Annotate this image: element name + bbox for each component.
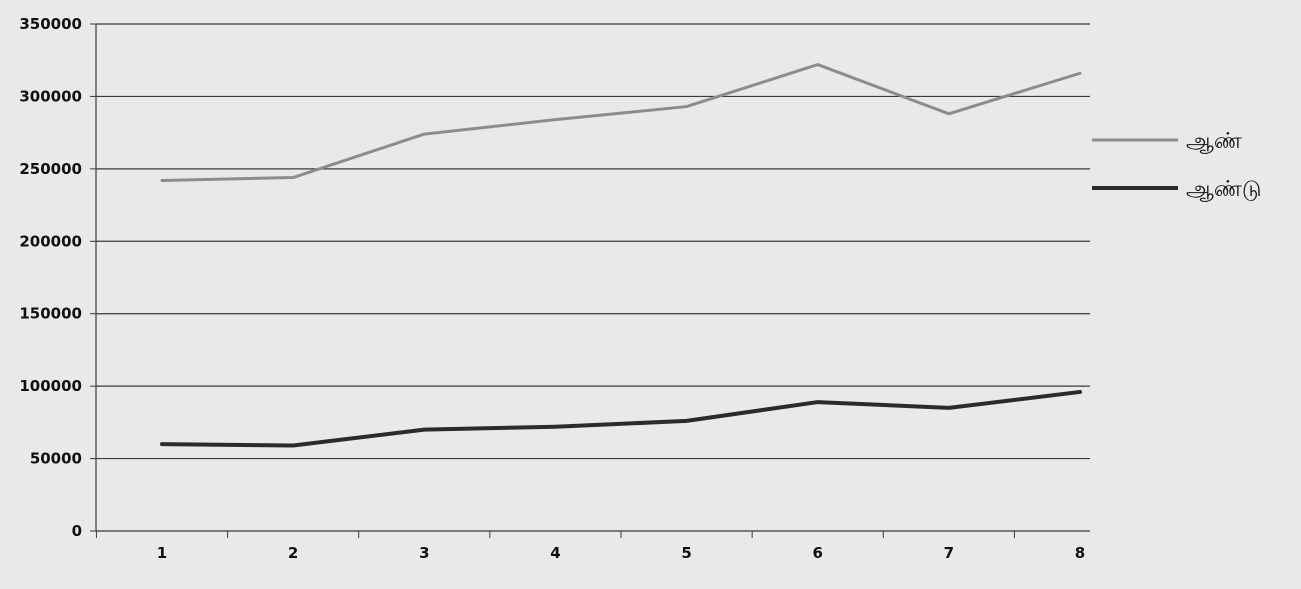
x-tick-label: 5 [681, 544, 691, 562]
y-tick-label: 150000 [19, 305, 82, 323]
legend: ஆண் ஆண்டு [1092, 129, 1261, 202]
x-tick-label: 7 [944, 544, 954, 562]
y-tick-label: 0 [72, 522, 82, 540]
gridlines [96, 23, 1090, 460]
y-tick-label: 200000 [19, 232, 82, 250]
x-tick-label: 8 [1075, 544, 1085, 562]
y-tick-label: 350000 [19, 15, 82, 33]
series-line-1 [160, 63, 1082, 182]
legend-label-1: ஆண் [1186, 129, 1242, 154]
y-tick-label: 50000 [30, 450, 82, 468]
series-line-2 [160, 389, 1082, 448]
axes: 0 50000 100000 150000 200000 250000 300000 3500… [19, 15, 1090, 562]
series-lines [160, 63, 1082, 448]
y-tick-label: 250000 [19, 160, 82, 178]
x-tick-label: 3 [419, 544, 429, 562]
legend-label-2: ஆண்டு [1186, 177, 1261, 202]
y-tick-label: 100000 [19, 377, 82, 395]
y-tick-label: 300000 [19, 87, 82, 105]
x-tick-label: 2 [288, 544, 298, 562]
x-tick-label: 4 [550, 544, 560, 562]
x-tick-label: 6 [812, 544, 822, 562]
x-tick-label: 1 [157, 544, 167, 562]
